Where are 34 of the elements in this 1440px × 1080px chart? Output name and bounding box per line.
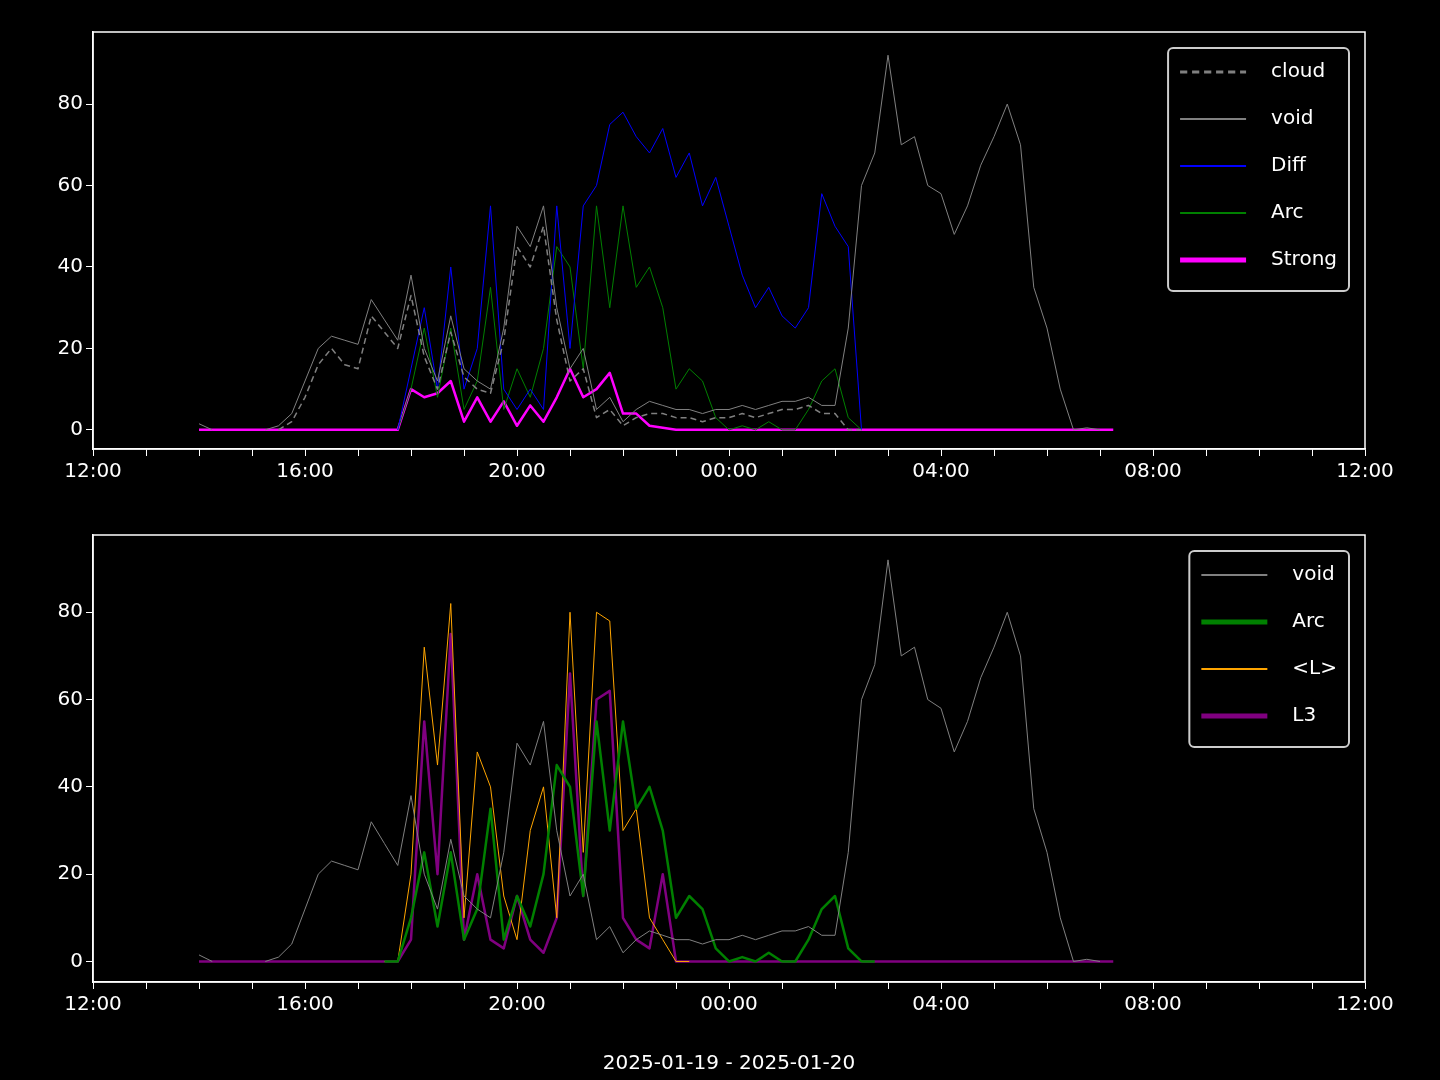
x-tick-label: 00:00: [700, 991, 758, 1016]
x-tick-label: 16:00: [276, 458, 334, 483]
y-tick-label: 20: [57, 860, 83, 885]
x-tick-label: 04:00: [912, 458, 970, 483]
legend-label: Strong: [1271, 246, 1338, 271]
x-tick-label: 00:00: [700, 458, 758, 483]
x-tick-label: 20:00: [488, 991, 546, 1016]
x-tick-label: 12:00: [64, 458, 122, 483]
legend-label: Arc: [1292, 608, 1325, 633]
legend-label: Diff: [1271, 152, 1308, 177]
y-tick-label: 40: [57, 773, 83, 798]
x-tick-label: 12:00: [1336, 991, 1394, 1016]
x-tick-label: 08:00: [1124, 458, 1182, 483]
x-tick-label: 20:00: [488, 458, 546, 483]
x-tick-label: 12:00: [1336, 458, 1394, 483]
legend-label: void: [1292, 561, 1335, 586]
x-tick-label: 08:00: [1124, 991, 1182, 1016]
legend-label: Arc: [1271, 199, 1304, 224]
x-axis-title: 2025-01-19 - 2025-01-20: [602, 1050, 856, 1075]
x-tick-label: 04:00: [912, 991, 970, 1016]
y-tick-label: 80: [57, 598, 83, 623]
y-tick-label: 60: [57, 171, 83, 196]
legend-label: <L>: [1292, 655, 1338, 680]
y-tick-label: 0: [70, 947, 83, 972]
x-tick-label: 12:00: [64, 991, 122, 1016]
legend-label: cloud: [1271, 58, 1326, 83]
legend-label: void: [1271, 105, 1314, 130]
y-tick-label: 0: [70, 416, 83, 441]
x-tick-label: 16:00: [276, 991, 334, 1016]
y-tick-label: 60: [57, 685, 83, 710]
legend-label: L3: [1292, 702, 1317, 727]
y-tick-label: 80: [57, 90, 83, 115]
y-tick-label: 20: [57, 334, 83, 359]
y-tick-label: 40: [57, 253, 83, 278]
